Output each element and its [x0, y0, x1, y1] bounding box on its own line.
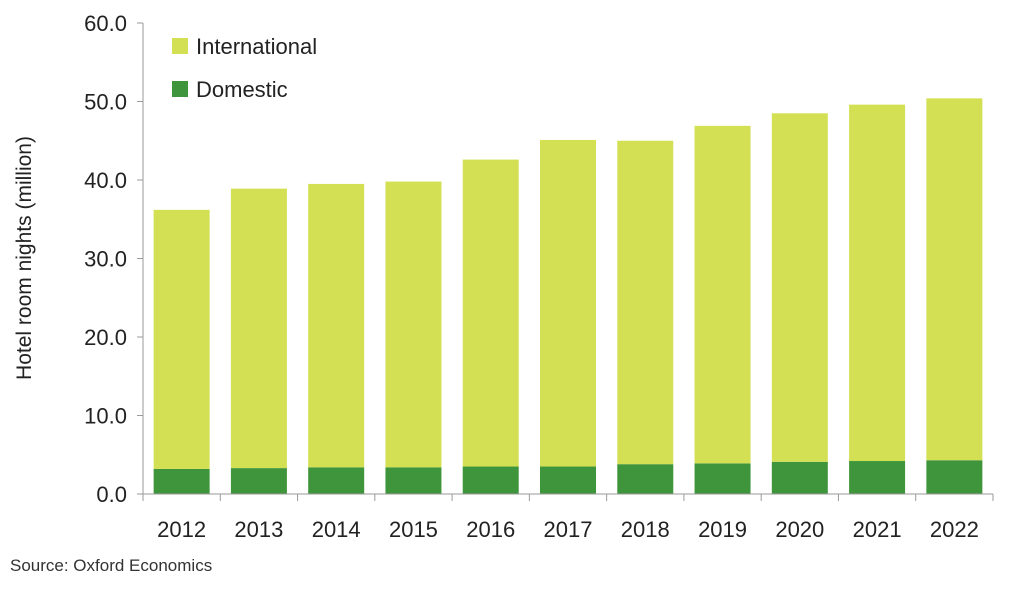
- x-tick-label: 2018: [621, 517, 670, 542]
- y-tick-label: 50.0: [84, 90, 127, 115]
- y-tick-label: 0.0: [96, 482, 127, 507]
- bar-domestic-2018: [617, 464, 674, 494]
- x-tick-label: 2015: [389, 517, 438, 542]
- bar-international-2022: [926, 98, 983, 461]
- x-tick-label: 2016: [466, 517, 515, 542]
- bar-domestic-2015: [385, 467, 442, 494]
- y-tick-label: 60.0: [84, 11, 127, 36]
- bar-international-2015: [385, 181, 442, 468]
- bar-domestic-2020: [771, 461, 828, 494]
- y-tick-label: 20.0: [84, 325, 127, 350]
- y-tick-label: 10.0: [84, 404, 127, 429]
- bar-international-2020: [771, 113, 828, 462]
- y-tick-label: 40.0: [84, 168, 127, 193]
- y-axis-title: Hotel room nights (million): [13, 136, 36, 380]
- bar-international-2016: [462, 159, 519, 467]
- x-axis-ticks: 2012 2013 2014 2015 2016 2017 2018 2019 2020 2021…: [142, 494, 994, 542]
- legend: International Domestic: [172, 34, 317, 102]
- bar-international-2017: [540, 139, 596, 467]
- bar-international-2014: [308, 183, 365, 468]
- bar-international-2019: [694, 125, 751, 464]
- source-note: Source: Oxford Economics: [10, 556, 213, 575]
- x-tick-label: 2014: [312, 517, 361, 542]
- bar-international-2012: [153, 209, 210, 469]
- y-tick-label: 30.0: [84, 247, 127, 272]
- bar-domestic-2022: [926, 460, 983, 494]
- bar-domestic-2017: [540, 466, 596, 494]
- x-tick-label: 2013: [234, 517, 283, 542]
- bar-international-2018: [617, 140, 674, 465]
- x-tick-label: 2019: [698, 517, 747, 542]
- x-tick-label: 2012: [157, 517, 206, 542]
- legend-label-international: International: [196, 34, 317, 59]
- bar-domestic-2021: [849, 461, 906, 494]
- x-tick-label: 2021: [853, 517, 902, 542]
- bar-domestic-2012: [153, 468, 210, 494]
- legend-swatch-international: [172, 38, 188, 54]
- x-tick-label: 2017: [544, 517, 593, 542]
- bar-international-2013: [230, 188, 287, 469]
- bars-layer: [153, 98, 983, 494]
- bar-domestic-2014: [308, 467, 365, 494]
- x-tick-label: 2022: [930, 517, 979, 542]
- bar-domestic-2013: [230, 468, 287, 494]
- y-axis-ticks: 0.0 10.0 20.0 30.0 40.0 50.0 60.0: [84, 11, 143, 507]
- legend-swatch-domestic: [172, 81, 188, 97]
- legend-label-domestic: Domestic: [196, 77, 288, 102]
- bar-domestic-2019: [694, 463, 751, 494]
- x-tick-label: 2020: [775, 517, 824, 542]
- bar-international-2021: [849, 104, 906, 462]
- bar-domestic-2016: [462, 466, 519, 494]
